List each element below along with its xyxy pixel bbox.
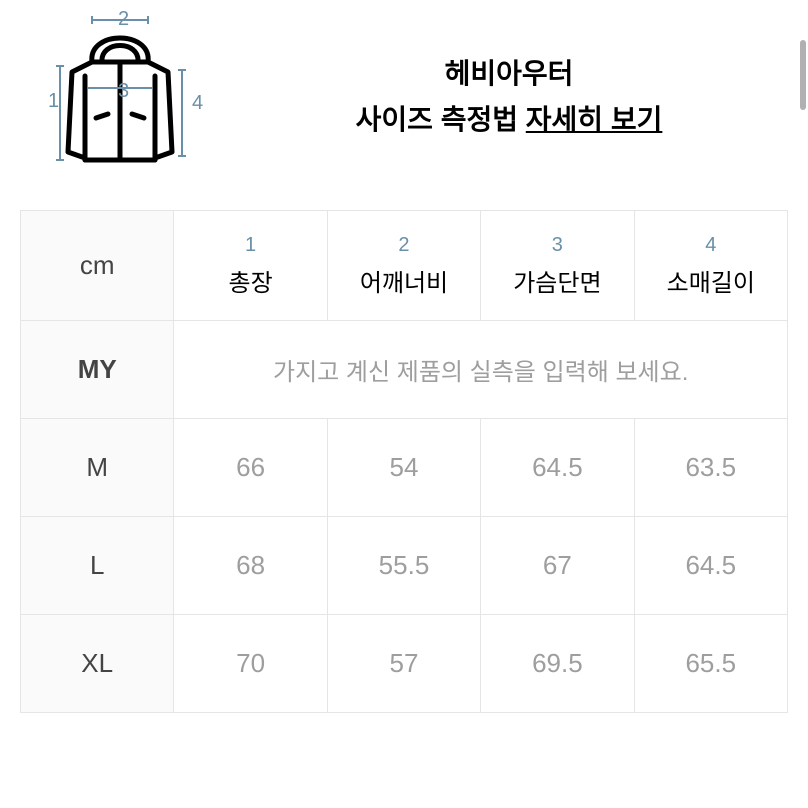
title-line2: 사이즈 측정법 자세히 보기: [250, 98, 768, 138]
my-row: MY 가지고 계신 제품의 실측을 입력해 보세요.: [21, 321, 788, 419]
detail-link[interactable]: 자세히 보기: [526, 104, 663, 135]
col-header-4: 4 소매길이: [634, 211, 787, 321]
cell: 66: [174, 419, 327, 517]
cell: 55.5: [327, 517, 480, 615]
cell: 64.5: [481, 419, 634, 517]
col-header-1: 1 총장: [174, 211, 327, 321]
diagram-label-4: 4: [192, 92, 203, 115]
col-num: 3: [481, 234, 633, 257]
cell: 64.5: [634, 517, 787, 615]
cell: 68: [174, 517, 327, 615]
diagram-label-2: 2: [118, 8, 129, 31]
diagram-label-1: 1: [48, 90, 59, 113]
col-label: 총장: [174, 263, 326, 298]
cell: 65.5: [634, 615, 787, 713]
col-label: 가슴단면: [481, 263, 633, 298]
my-label: MY: [21, 321, 174, 419]
table-row: M 66 54 64.5 63.5: [21, 419, 788, 517]
header-row: 1 2 3 4 헤비아우터 사이즈 측정법 자세히 보기: [0, 10, 808, 210]
table-row: L 68 55.5 67 64.5: [21, 517, 788, 615]
col-header-3: 3 가슴단면: [481, 211, 634, 321]
cell: 54: [327, 419, 480, 517]
cell: 69.5: [481, 615, 634, 713]
size-label: XL: [21, 615, 174, 713]
cell: 57: [327, 615, 480, 713]
cell: 67: [481, 517, 634, 615]
diagram-label-3: 3: [118, 80, 129, 103]
my-input-cell[interactable]: 가지고 계신 제품의 실측을 입력해 보세요.: [174, 321, 788, 419]
size-label: L: [21, 517, 174, 615]
table-row: XL 70 57 69.5 65.5: [21, 615, 788, 713]
col-num: 2: [328, 234, 480, 257]
cell: 70: [174, 615, 327, 713]
table-header-row: cm 1 총장 2 어깨너비 3 가슴단면 4 소매길: [21, 211, 788, 321]
col-header-2: 2 어깨너비: [327, 211, 480, 321]
col-num: 4: [635, 234, 787, 257]
size-label: M: [21, 419, 174, 517]
title-block: 헤비아우터 사이즈 측정법 자세히 보기: [250, 52, 778, 138]
my-placeholder: 가지고 계신 제품의 실측을 입력해 보세요.: [273, 359, 688, 386]
col-label: 소매길이: [635, 263, 787, 298]
title-prefix: 사이즈 측정법: [356, 104, 526, 135]
cell: 63.5: [634, 419, 787, 517]
title-line1: 헤비아우터: [250, 52, 768, 92]
col-label: 어깨너비: [328, 263, 480, 298]
unit-cell: cm: [21, 211, 174, 321]
col-num: 1: [174, 234, 326, 257]
jacket-diagram: 1 2 3 4: [30, 10, 210, 180]
scrollbar-thumb[interactable]: [800, 40, 806, 110]
size-table: cm 1 총장 2 어깨너비 3 가슴단면 4 소매길: [20, 210, 788, 713]
